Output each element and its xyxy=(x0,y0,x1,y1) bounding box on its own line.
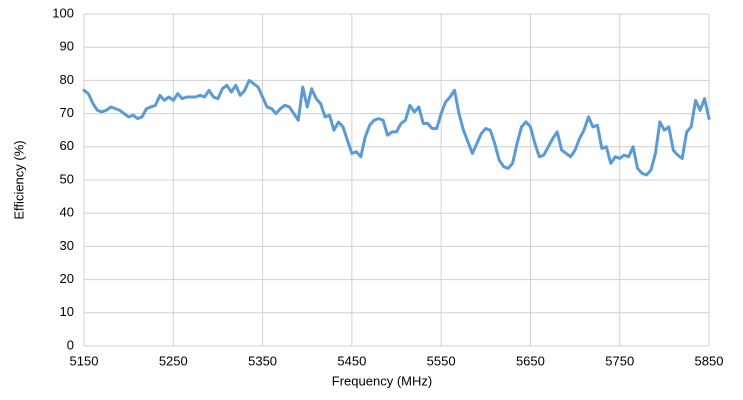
y-tick-label: 90 xyxy=(60,39,74,54)
data-line xyxy=(82,78,711,177)
y-tick-label: 10 xyxy=(60,304,74,319)
x-tick-label: 5750 xyxy=(605,353,634,368)
y-tick-label: 70 xyxy=(60,105,74,120)
y-tick-label: 80 xyxy=(60,72,74,87)
y-tick-label: 0 xyxy=(67,337,74,352)
x-axis-label: Frequency (MHz) xyxy=(332,373,432,388)
y-tick-label: 40 xyxy=(60,205,74,220)
y-tick-label: 100 xyxy=(52,5,74,20)
x-tick-label: 5550 xyxy=(427,353,456,368)
y-tick-label: 30 xyxy=(60,238,74,253)
x-tick-label: 5150 xyxy=(70,353,99,368)
x-tick-label: 5650 xyxy=(516,353,545,368)
x-tick-label: 5850 xyxy=(695,353,724,368)
x-tick-label: 5350 xyxy=(248,353,277,368)
y-tick-label: 50 xyxy=(60,171,74,186)
x-tick-label: 5450 xyxy=(337,353,366,368)
y-tick-label: 20 xyxy=(60,271,74,286)
x-tick-label: 5250 xyxy=(159,353,188,368)
y-axis-label: Efficiency (%) xyxy=(11,140,26,219)
y-tick-label: 60 xyxy=(60,138,74,153)
